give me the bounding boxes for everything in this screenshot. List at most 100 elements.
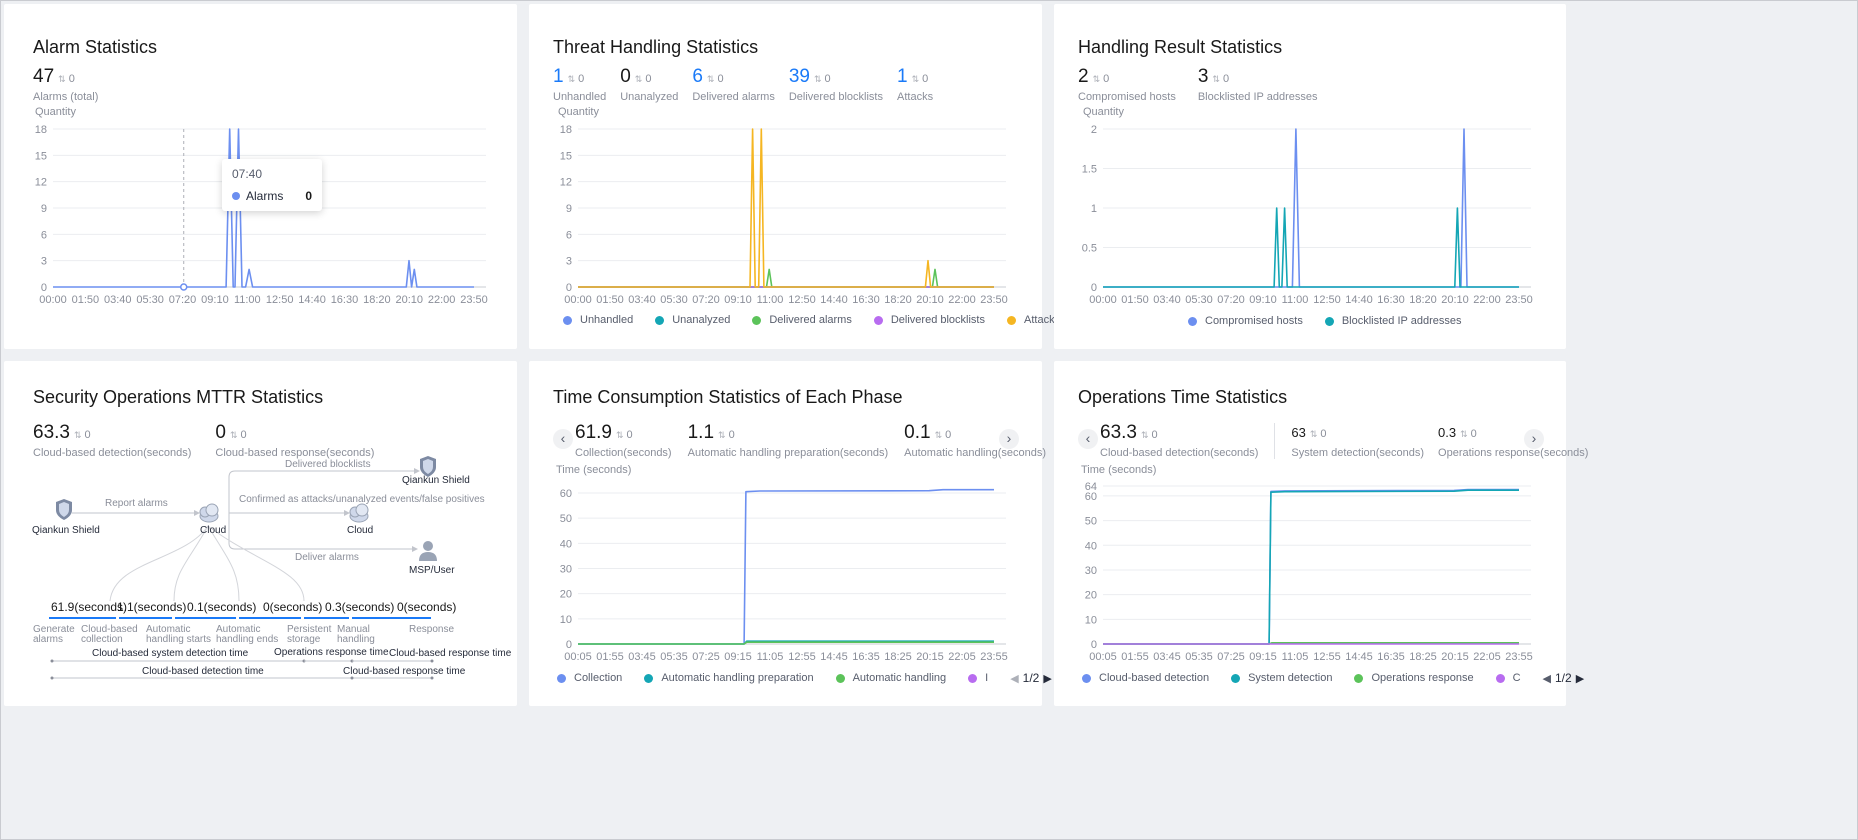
kpi-value: 0.3 xyxy=(1438,425,1457,440)
legend-item-attacks[interactable]: Attacks xyxy=(1007,314,1060,326)
x-tick-label: 12:50 xyxy=(266,294,294,306)
legend-item-auto-handling[interactable]: Automatic handling xyxy=(835,671,946,685)
legend-prev-icon[interactable]: ◀ xyxy=(1542,672,1551,685)
shield-icon xyxy=(420,456,436,477)
x-tick-label: 03:45 xyxy=(628,651,656,663)
kpi-compare: 0 xyxy=(240,429,247,441)
legend-item-compromised-hosts[interactable]: Compromised hosts xyxy=(1188,315,1303,327)
x-tick-label: 03:40 xyxy=(628,294,656,306)
legend-item-system-detection[interactable]: System detection xyxy=(1231,671,1332,685)
y-tick-label: 10 xyxy=(560,614,572,626)
legend-next-icon[interactable]: ▶ xyxy=(1575,672,1585,685)
x-tick-label: 01:55 xyxy=(1121,651,1149,663)
series-line-delivered-alarms xyxy=(578,268,994,288)
legend-item-unanalyzed[interactable]: Unanalyzed xyxy=(655,314,730,326)
legend-item-auto-prep[interactable]: Automatic handling preparation xyxy=(644,671,814,685)
legend-dot xyxy=(1231,673,1241,683)
legend-dot xyxy=(1188,316,1197,326)
legend-item-unhandled[interactable]: Unhandled xyxy=(563,314,633,326)
kpi-compare: 0 xyxy=(84,429,91,441)
y-tick-label: 15 xyxy=(560,150,572,162)
kpi-label: Delivered alarms xyxy=(692,91,775,103)
kpi-label: Automatic handling(seconds) xyxy=(904,447,1047,459)
y-tick-label: 1 xyxy=(1091,203,1097,215)
next-button[interactable]: › xyxy=(999,429,1019,449)
legend-dot xyxy=(873,315,883,325)
compare-icon: ⇅ xyxy=(1460,429,1468,439)
legend-item-delivered-alarms[interactable]: Delivered alarms xyxy=(752,314,852,326)
kpi-ops-response: 0.3 ⇅ 0 Operations response(seconds) xyxy=(1438,423,1588,459)
kpi-value: 1.1 xyxy=(687,422,715,443)
flow-label-target-shield: Qiankun Shield xyxy=(402,475,470,486)
x-tick-label: 12:50 xyxy=(1313,294,1341,306)
x-tick-label: 07:20 xyxy=(692,294,720,306)
legend-next-icon[interactable]: ▶ xyxy=(1043,672,1052,685)
legend-prev-icon[interactable]: ◀ xyxy=(1010,672,1019,685)
x-tick-label: 14:40 xyxy=(1345,294,1373,306)
threat-handling-card: Threat Handling Statistics 1 ⇅ 0 Unhandled… xyxy=(529,4,1060,349)
x-tick-label: 05:30 xyxy=(1185,294,1213,306)
alarm-statistics-card: Alarm Statistics 47 ⇅ 0 Alarms (total) Qua… xyxy=(4,4,517,349)
x-tick-label: 16:30 xyxy=(1377,294,1405,306)
x-tick-label: 12:55 xyxy=(788,651,816,663)
x-tick-label: 20:15 xyxy=(916,651,944,663)
y-tick-label: 0.5 xyxy=(1082,243,1097,255)
prev-button[interactable]: ‹ xyxy=(1078,429,1098,449)
kpi-row: 63.3 ⇅ 0 Cloud-based detection(seconds) 63… xyxy=(1100,423,1610,459)
phase-label: Automatic handling ends xyxy=(216,624,278,645)
y-tick-label: 0 xyxy=(566,282,572,294)
legend-item-blocklisted-ips[interactable]: Blocklisted IP addresses xyxy=(1324,315,1462,327)
range-dot xyxy=(430,659,434,663)
x-tick-label: 03:40 xyxy=(1153,294,1181,306)
x-tick-label: 11:05 xyxy=(1282,651,1309,663)
legend-label: I xyxy=(985,672,989,684)
compare-icon: ⇅ xyxy=(706,74,715,84)
x-tick-label: 20:10 xyxy=(395,294,423,306)
legend-item-ops-response[interactable]: Operations response xyxy=(1354,671,1474,685)
operations-time-card: Operations Time Statistics ‹ 63.3 ⇅ 0 Clou… xyxy=(1054,361,1588,706)
y-tick-label: 64 xyxy=(1085,481,1097,493)
kpi-cloud-detection: 63.3 ⇅ 0 Cloud-based detection(seconds) xyxy=(1100,423,1276,459)
kpi-label: Cloud-based detection(seconds) xyxy=(1100,447,1259,459)
legend-dot xyxy=(655,315,665,325)
kpi-value: 47 xyxy=(33,66,55,87)
legend-item-truncated[interactable]: I xyxy=(968,671,988,685)
arrow-head xyxy=(412,546,418,552)
x-tick-label: 14:40 xyxy=(820,294,848,306)
kpi-compare: 0 xyxy=(578,73,585,85)
x-tick-label: 18:20 xyxy=(363,294,391,306)
next-button[interactable]: › xyxy=(1524,429,1544,449)
flow-link xyxy=(207,525,240,602)
step-value: 61.9(seconds) xyxy=(51,600,127,614)
legend-item-delivered-blocklists[interactable]: Delivered blocklists xyxy=(873,314,985,326)
prev-button[interactable]: ‹ xyxy=(553,429,573,449)
step-value: 0.3(seconds) xyxy=(325,600,394,614)
handling-result-chart[interactable]: Quantity 0 0.5 1 1.5 2 00:00 01:50 03:40 05:30 07:… xyxy=(1054,4,1566,349)
series-line-blocklisted-ip-addresses xyxy=(1103,207,1519,288)
kpi-value: 63.3 xyxy=(33,422,70,443)
phase-time-chart[interactable]: Time (seconds) 0 10 20 30 40 50 60 00:05 01:55 03:… xyxy=(529,361,1042,706)
chart-legend: Cloud-based detection System detection O… xyxy=(1082,671,1588,685)
series-line-attacks xyxy=(578,128,994,288)
legend-item-cloud-detection[interactable]: Cloud-based detection xyxy=(1082,671,1209,685)
legend-label: Attacks xyxy=(1024,314,1061,326)
kpi-blocklisted-ips: 3 ⇅ 0 Blocklisted IP addresses xyxy=(1198,67,1318,104)
kpi-value: 61.9 xyxy=(575,422,612,443)
legend-item-truncated[interactable]: C xyxy=(1495,671,1521,685)
y-tick-label: 9 xyxy=(41,203,47,215)
kpi-label: Attacks xyxy=(897,91,934,103)
kpi-unanalyzed: 0 ⇅ 0 Unanalyzed xyxy=(620,67,678,104)
threat-chart[interactable]: Quantity 0 3 6 9 12 15 18 00:00 01:50 03:40 05:30 07… xyxy=(529,4,1042,349)
x-tick-label: 20:15 xyxy=(1441,651,1469,663)
legend-label: Blocklisted IP addresses xyxy=(1341,315,1462,327)
x-tick-label: 01:55 xyxy=(596,651,624,663)
kpi-cloud-response: 0 ⇅ 0 Cloud-based response(seconds) xyxy=(215,423,374,460)
phase-label: Automatic handling starts xyxy=(146,624,211,645)
series-line-system-detection xyxy=(1103,489,1519,645)
legend-item-collection[interactable]: Collection xyxy=(557,671,622,685)
chart-legend: Unhandled Unanalyzed Delivered alarms De… xyxy=(563,314,1082,326)
alarm-chart[interactable]: Quantity 0 3 6 9 12 15 18 00:00 01:50 03:40 05:30 07… xyxy=(4,4,517,349)
kpi-compare: 0 xyxy=(645,73,652,85)
step-value: 0(seconds) xyxy=(397,600,456,614)
